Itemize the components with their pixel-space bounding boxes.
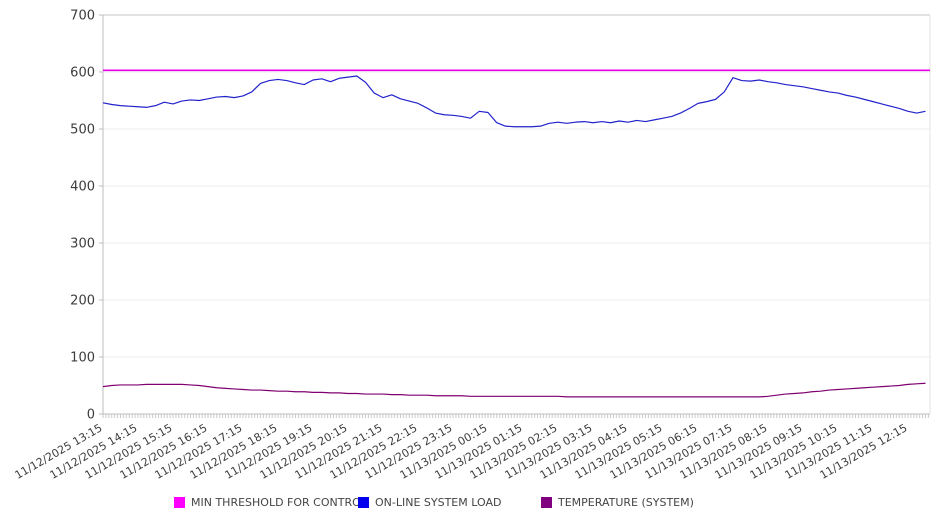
legend-swatch-icon <box>358 497 369 508</box>
y-tick-label: 300 <box>70 237 95 252</box>
legend-item-temperature-system-: TEMPERATURE (SYSTEM) <box>541 496 694 509</box>
legend-swatch-icon <box>541 497 552 508</box>
y-tick-label: 0 <box>87 408 95 423</box>
legend-label: MIN THRESHOLD FOR CONTROL <box>191 496 367 509</box>
legend-label: ON-LINE SYSTEM LOAD <box>375 496 502 509</box>
legend-item-min-threshold-for-control: MIN THRESHOLD FOR CONTROL <box>174 496 367 509</box>
y-tick-label: 100 <box>70 351 95 366</box>
y-tick-label: 200 <box>70 294 95 309</box>
series-line-on-line-system-load <box>102 75 926 128</box>
y-tick-label: 400 <box>70 180 95 195</box>
series-line-temperature-system- <box>102 382 926 398</box>
y-tick-label: 700 <box>70 9 95 24</box>
chart-legend: MIN THRESHOLD FOR CONTROL ON-LINE SYSTEM … <box>0 496 946 512</box>
legend-item-on-line-system-load: ON-LINE SYSTEM LOAD <box>358 496 501 509</box>
legend-label: TEMPERATURE (SYSTEM) <box>558 496 694 509</box>
y-tick-label: 600 <box>70 66 95 81</box>
legend-swatch-icon <box>174 497 185 508</box>
y-tick-label: 500 <box>70 123 95 138</box>
